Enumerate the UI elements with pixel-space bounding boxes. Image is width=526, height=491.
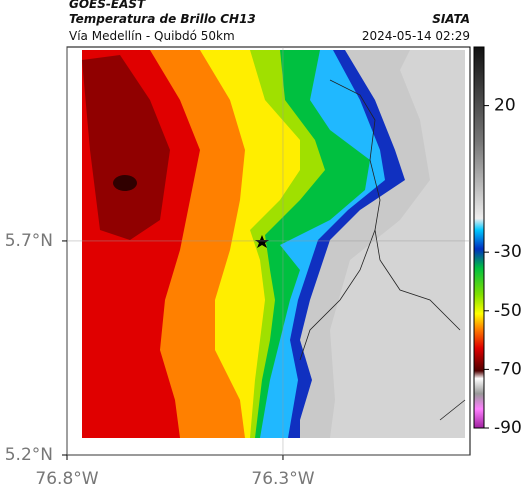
colorbar-tick-label: -30 <box>494 242 522 262</box>
colorbar-tick-label: -70 <box>494 359 522 379</box>
satellite: GOES-EAST <box>69 0 146 11</box>
source: SIATA <box>432 12 470 26</box>
x-tick-label: 76.3°W <box>251 469 314 489</box>
colorbar-tick-label: -50 <box>494 301 522 321</box>
route: Vía Medellín - Quibdó 50km <box>69 29 235 43</box>
satellite-image <box>82 50 466 438</box>
colorbar <box>473 46 485 429</box>
x-tick-label: 76.8°W <box>35 469 98 489</box>
y-tick-label: 5.2°N <box>5 445 53 465</box>
y-tick-label: 5.7°N <box>5 231 53 251</box>
colorbar-tick-label: -90 <box>494 418 522 438</box>
product: Temperatura de Brillo CH13 <box>69 12 256 26</box>
colorbar-tick-label: 20 <box>494 96 516 116</box>
datetime: 2024-05-14 02:29 <box>362 29 470 43</box>
